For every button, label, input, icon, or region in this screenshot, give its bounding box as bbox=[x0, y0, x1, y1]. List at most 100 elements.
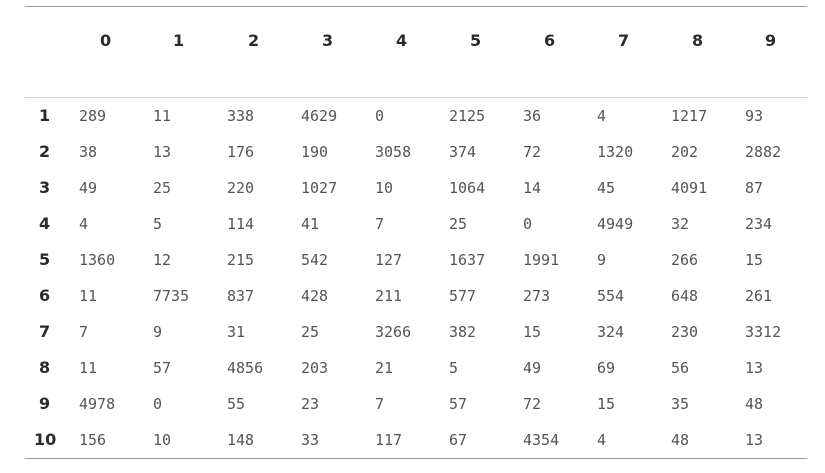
column-header: 0 bbox=[100, 31, 112, 50]
table-cell: 127 bbox=[375, 251, 403, 269]
table-cell: 4 bbox=[597, 431, 607, 449]
row-label: 10 bbox=[34, 430, 57, 449]
table-cell: 72 bbox=[523, 395, 542, 413]
table-cell: 338 bbox=[227, 107, 255, 125]
table-cell: 10 bbox=[375, 179, 394, 197]
table-cell: 93 bbox=[745, 107, 764, 125]
table-cell: 3058 bbox=[375, 143, 412, 161]
table-cell: 9 bbox=[153, 323, 163, 341]
table-cell: 202 bbox=[671, 143, 699, 161]
table-cell: 0 bbox=[153, 395, 163, 413]
table-cell: 55 bbox=[227, 395, 246, 413]
table-row: 4 4 5 114 41 7 25 0 4949 32 234 bbox=[25, 206, 807, 242]
table-cell: 273 bbox=[523, 287, 551, 305]
table-cell: 2882 bbox=[745, 143, 782, 161]
table-cell: 230 bbox=[671, 323, 699, 341]
table-cell: 4856 bbox=[227, 359, 264, 377]
row-label: 3 bbox=[39, 178, 51, 197]
table-cell: 203 bbox=[301, 359, 329, 377]
table-cell: 4091 bbox=[671, 179, 708, 197]
row-label: 2 bbox=[39, 142, 51, 161]
table-row: 9 4978 0 55 23 7 57 72 15 35 48 bbox=[25, 386, 807, 422]
table-cell: 25 bbox=[153, 179, 172, 197]
table-cell: 48 bbox=[671, 431, 690, 449]
table-cell: 25 bbox=[301, 323, 320, 341]
table-cell: 57 bbox=[153, 359, 172, 377]
table-cell: 7 bbox=[375, 215, 385, 233]
table-cell: 190 bbox=[301, 143, 329, 161]
row-label: 5 bbox=[39, 250, 51, 269]
table-cell: 0 bbox=[523, 215, 533, 233]
table-cell: 4949 bbox=[597, 215, 634, 233]
row-label: 1 bbox=[39, 106, 51, 125]
table-row: 1 289 11 338 4629 0 2125 36 4 1217 93 bbox=[25, 98, 807, 134]
table-cell: 220 bbox=[227, 179, 255, 197]
column-header: 9 bbox=[765, 31, 777, 50]
table-cell: 32 bbox=[671, 215, 690, 233]
table-cell: 7 bbox=[375, 395, 385, 413]
table-cell: 554 bbox=[597, 287, 625, 305]
table-cell: 13 bbox=[153, 143, 172, 161]
column-header: 2 bbox=[248, 31, 260, 50]
table-cell: 10 bbox=[153, 431, 172, 449]
table-cell: 4978 bbox=[79, 395, 116, 413]
table-cell: 15 bbox=[745, 251, 764, 269]
table-cell: 4629 bbox=[301, 107, 338, 125]
table-cell: 13 bbox=[745, 359, 764, 377]
table-row: 2 38 13 176 190 3058 374 72 1320 202 2882 bbox=[25, 134, 807, 170]
row-label: 7 bbox=[39, 322, 51, 341]
table-cell: 21 bbox=[375, 359, 394, 377]
table-cell: 12 bbox=[153, 251, 172, 269]
table-cell: 261 bbox=[745, 287, 773, 305]
table-cell: 38 bbox=[79, 143, 98, 161]
table-cell: 9 bbox=[597, 251, 607, 269]
table-cell: 5 bbox=[449, 359, 459, 377]
table-cell: 4 bbox=[79, 215, 89, 233]
table-cell: 1027 bbox=[301, 179, 338, 197]
table-cell: 36 bbox=[523, 107, 542, 125]
table-row: 5 1360 12 215 542 127 1637 1991 9 266 15 bbox=[25, 242, 807, 278]
table-cell: 1637 bbox=[449, 251, 486, 269]
table-cell: 577 bbox=[449, 287, 477, 305]
table-cell: 45 bbox=[597, 179, 616, 197]
table-cell: 648 bbox=[671, 287, 699, 305]
table-row: 7 7 9 31 25 3266 382 15 324 230 3312 bbox=[25, 314, 807, 350]
table-cell: 49 bbox=[523, 359, 542, 377]
table-cell: 114 bbox=[227, 215, 255, 233]
table-cell: 374 bbox=[449, 143, 477, 161]
table-cell: 56 bbox=[671, 359, 690, 377]
column-header: 7 bbox=[618, 31, 630, 50]
column-header: 3 bbox=[322, 31, 334, 50]
table-cell: 25 bbox=[449, 215, 468, 233]
table-header: 0 1 2 3 4 5 6 7 8 9 bbox=[25, 7, 807, 98]
table-cell: 7735 bbox=[153, 287, 190, 305]
table-cell: 69 bbox=[597, 359, 616, 377]
table-cell: 57 bbox=[449, 395, 468, 413]
table-cell: 382 bbox=[449, 323, 477, 341]
table-cell: 11 bbox=[153, 107, 172, 125]
table-cell: 837 bbox=[227, 287, 255, 305]
table-cell: 1991 bbox=[523, 251, 560, 269]
table-cell: 542 bbox=[301, 251, 329, 269]
table-cell: 289 bbox=[79, 107, 107, 125]
table-cell: 266 bbox=[671, 251, 699, 269]
table-cell: 4354 bbox=[523, 431, 560, 449]
table-cell: 31 bbox=[227, 323, 246, 341]
column-header: 6 bbox=[544, 31, 556, 50]
table-cell: 11 bbox=[79, 287, 98, 305]
column-header: 5 bbox=[470, 31, 482, 50]
column-header: 4 bbox=[396, 31, 408, 50]
table-cell: 13 bbox=[745, 431, 764, 449]
row-label: 4 bbox=[39, 214, 51, 233]
table-cell: 67 bbox=[449, 431, 468, 449]
table-cell: 7 bbox=[79, 323, 89, 341]
table-row: 3 49 25 220 1027 10 1064 14 45 4091 87 bbox=[25, 170, 807, 206]
table-cell: 1320 bbox=[597, 143, 634, 161]
table-cell: 148 bbox=[227, 431, 255, 449]
table-cell: 1217 bbox=[671, 107, 708, 125]
table-cell: 11 bbox=[79, 359, 98, 377]
table-cell: 41 bbox=[301, 215, 320, 233]
table-cell: 428 bbox=[301, 287, 329, 305]
table-cell: 5 bbox=[153, 215, 163, 233]
table-cell: 87 bbox=[745, 179, 764, 197]
